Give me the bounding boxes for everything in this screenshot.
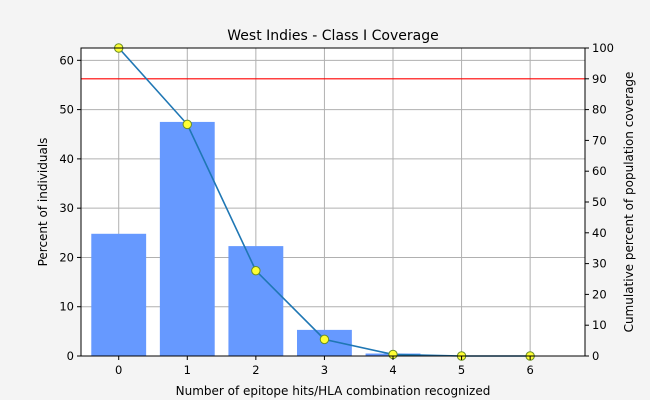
y2-tick-label: 10 (592, 318, 607, 332)
y2-axis-ticks: 0 10 20 30 40 50 60 70 80 90 100 (585, 41, 614, 363)
y-axis-label: Percent of individuals (36, 138, 50, 267)
y-tick-label: 60 (59, 53, 74, 67)
y-tick-label: 40 (59, 152, 74, 166)
x-tick-label: 6 (526, 363, 533, 377)
y2-tick-label: 60 (592, 164, 607, 178)
plot-area (81, 48, 585, 356)
y2-tick-label: 20 (592, 287, 607, 301)
x-axis-ticks: 0 1 2 3 4 5 6 (115, 356, 534, 377)
y-tick-label: 50 (59, 103, 74, 117)
bar (159, 121, 215, 356)
x-tick-label: 3 (321, 363, 328, 377)
x-tick-label: 4 (389, 363, 396, 377)
bar-series (91, 121, 421, 356)
line-point (319, 334, 330, 345)
y2-tick-label: 50 (592, 195, 607, 209)
x-tick-label: 2 (252, 363, 259, 377)
y2-axis-label: Cumulative percent of population coverag… (622, 72, 636, 333)
x-tick-label: 5 (458, 363, 465, 377)
x-axis-label: Number of epitope hits/HLA combination r… (176, 384, 491, 398)
bar (228, 246, 284, 356)
y2-tick-label: 30 (592, 257, 607, 271)
bar (91, 233, 147, 356)
y2-tick-label: 40 (592, 226, 607, 240)
x-tick-label: 0 (115, 363, 122, 377)
y2-tick-label: 80 (592, 103, 607, 117)
y-tick-label: 0 (67, 349, 74, 363)
y2-tick-label: 90 (592, 72, 607, 86)
y-tick-label: 10 (59, 300, 74, 314)
y2-tick-label: 100 (592, 41, 614, 55)
y2-tick-label: 70 (592, 133, 607, 147)
y-tick-label: 20 (59, 250, 74, 264)
line-point (182, 119, 192, 130)
y-tick-label: 30 (59, 201, 74, 215)
y2-tick-label: 0 (592, 349, 599, 363)
line-point (251, 265, 261, 276)
y-axis-ticks: 0 10 20 30 40 50 60 (59, 53, 81, 363)
chart-title: West Indies - Class I Coverage (227, 28, 438, 44)
x-tick-label: 1 (184, 363, 191, 377)
